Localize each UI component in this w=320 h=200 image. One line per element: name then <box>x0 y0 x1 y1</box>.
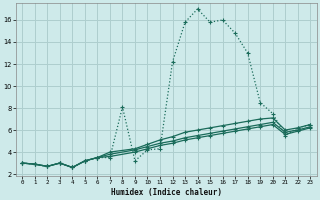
X-axis label: Humidex (Indice chaleur): Humidex (Indice chaleur) <box>111 188 222 197</box>
